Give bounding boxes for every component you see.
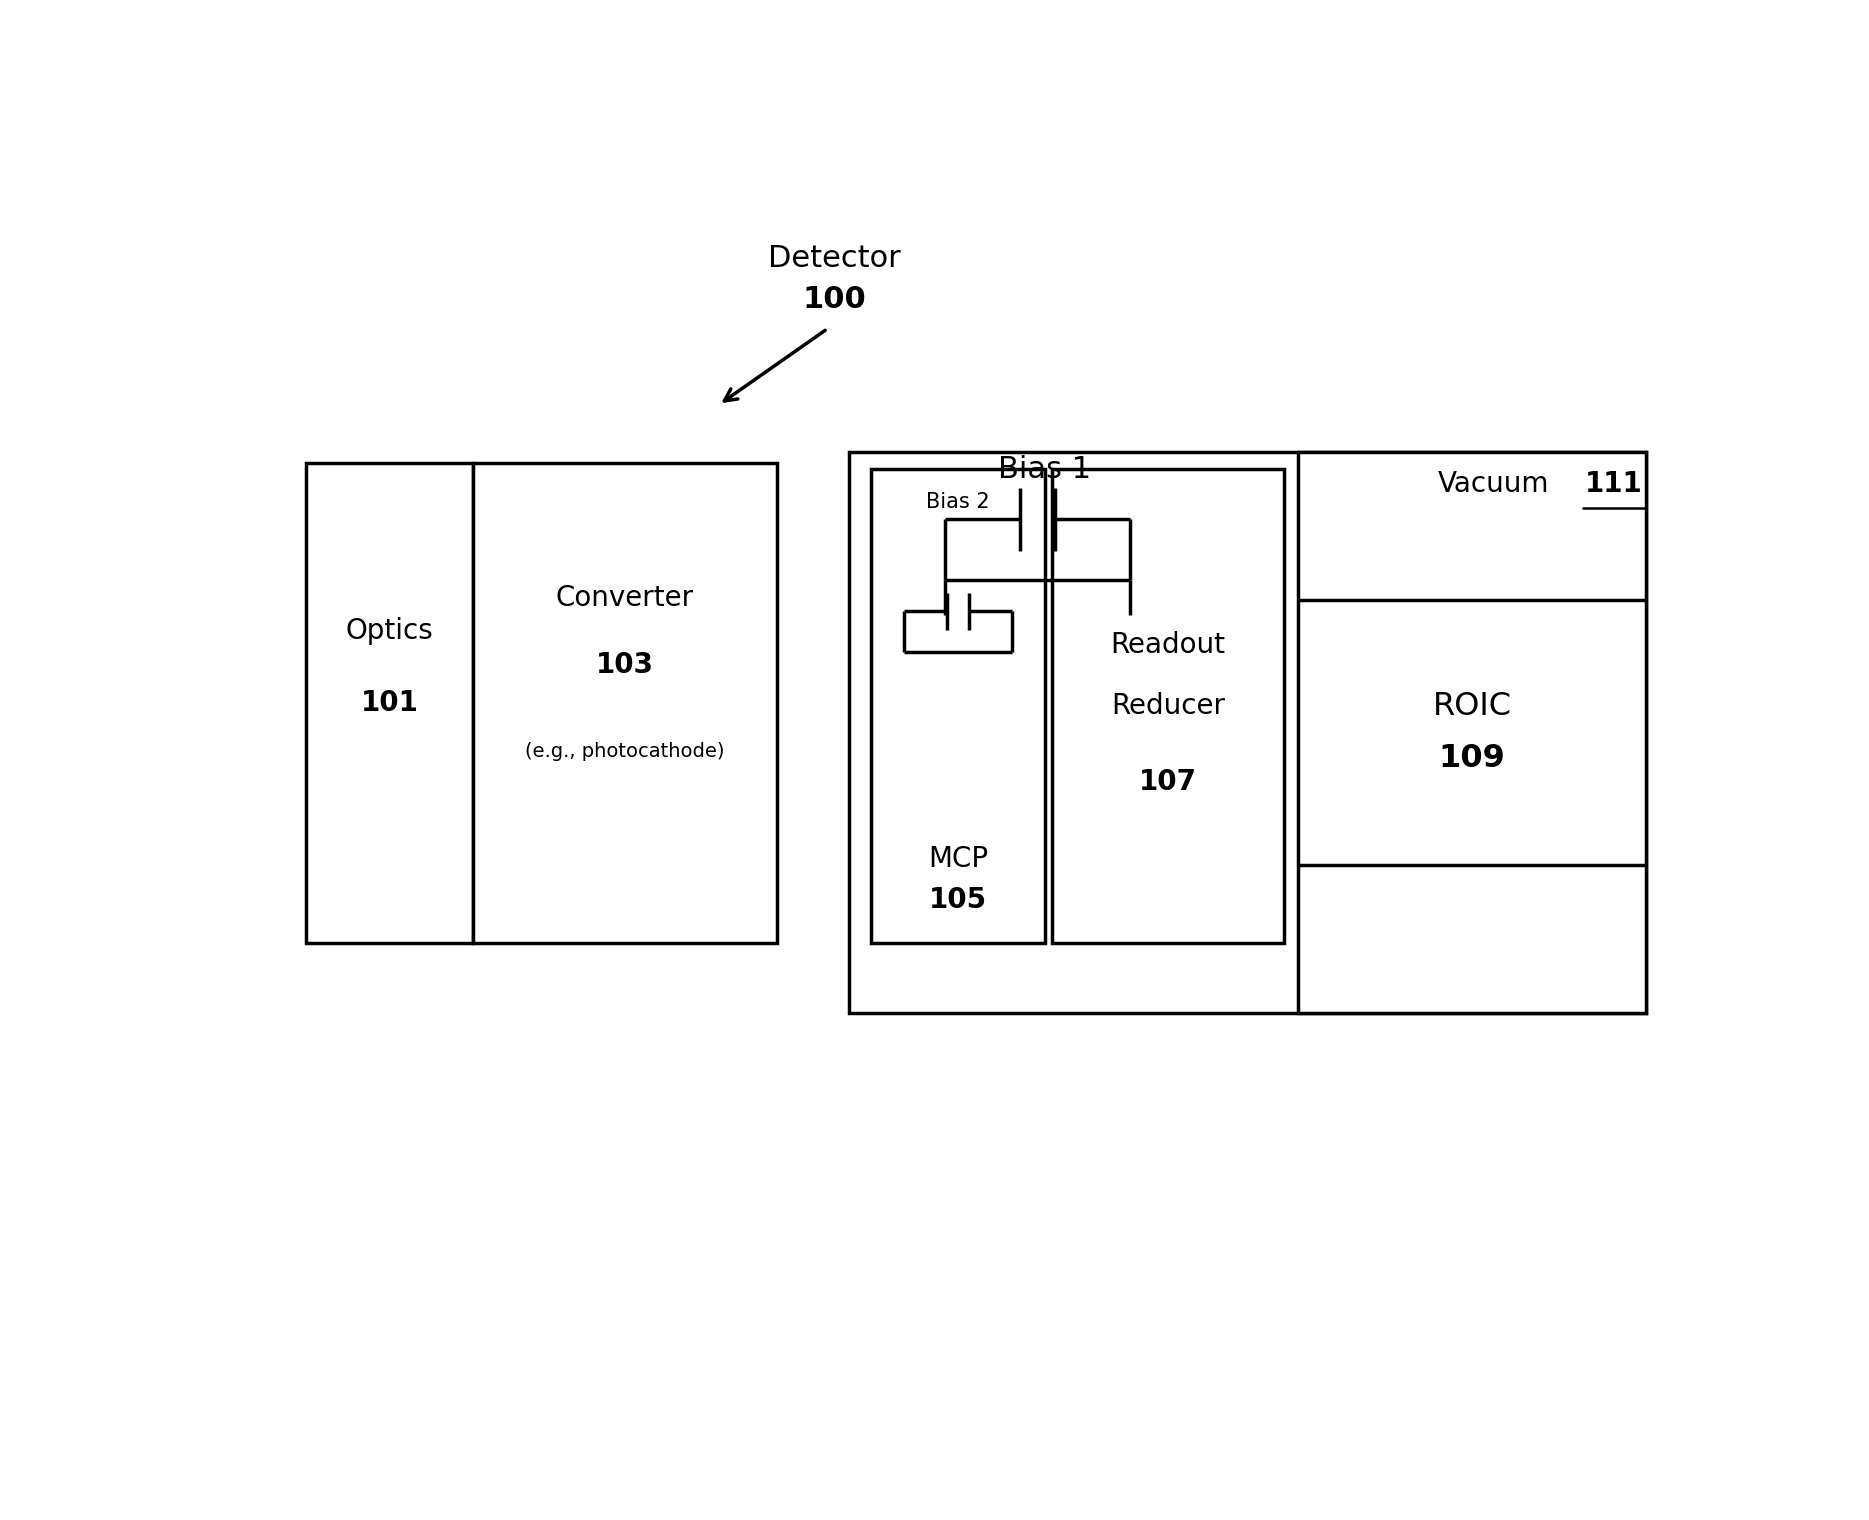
Text: Bias 1: Bias 1 (998, 454, 1091, 483)
Bar (1299, 451, 1647, 1014)
Text: Readout: Readout (1110, 631, 1226, 658)
Text: Detector: Detector (768, 245, 901, 274)
Bar (473, 464, 778, 942)
Text: Converter: Converter (555, 584, 693, 611)
Text: Reducer: Reducer (1110, 692, 1224, 720)
Text: Optics: Optics (346, 617, 434, 646)
Bar (1052, 470, 1284, 942)
Text: 107: 107 (1138, 768, 1196, 796)
Bar (871, 470, 1045, 942)
Text: (e.g., photocathode): (e.g., photocathode) (525, 742, 725, 760)
Text: 103: 103 (596, 651, 654, 679)
Text: 109: 109 (1439, 743, 1505, 774)
Text: MCP: MCP (927, 845, 989, 872)
Text: Vacuum: Vacuum (1437, 470, 1549, 499)
Bar (307, 464, 473, 942)
Text: 111: 111 (1585, 470, 1643, 499)
Text: 101: 101 (361, 689, 419, 717)
Text: ROIC: ROIC (1432, 692, 1512, 722)
Text: Bias 2: Bias 2 (925, 492, 991, 512)
Text: 100: 100 (804, 284, 867, 315)
Bar (849, 451, 1647, 1014)
Text: 105: 105 (929, 886, 987, 914)
